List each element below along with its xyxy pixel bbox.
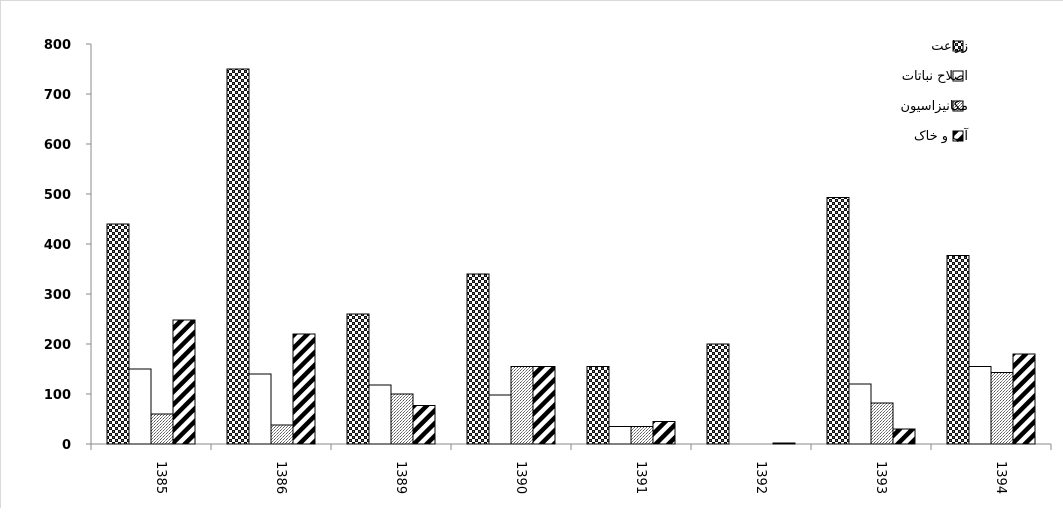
bar-dots-1391 — [631, 427, 653, 445]
bar-white-1390 — [489, 395, 511, 444]
y-tick-label: 700 — [44, 88, 71, 103]
y-tick-label: 100 — [44, 388, 71, 403]
legend: زراعت اصلاح نباتات مکانیزاسیون آب و خاک — [900, 39, 969, 144]
bar-dots-1393 — [871, 403, 893, 444]
bar-diagonal-1392 — [773, 443, 795, 444]
x-tick-label: 1390 — [513, 461, 528, 494]
y-tick-label: 400 — [44, 238, 71, 253]
y-tick-label: 300 — [44, 288, 71, 303]
y-tick-label: 0 — [62, 438, 71, 453]
bar-checker-1389 — [347, 314, 369, 444]
bar-diagonal-1386 — [293, 334, 315, 444]
legend-label: اصلاح نباتات — [902, 69, 968, 84]
bar-dots-1386 — [271, 425, 293, 444]
bar-white-1394 — [969, 367, 991, 445]
y-tick-label: 200 — [44, 338, 71, 353]
legend-label: زراعت — [931, 39, 968, 54]
bar-checker-1386 — [227, 69, 249, 444]
bar-diagonal-1385 — [173, 320, 195, 444]
bar-dots-1390 — [511, 367, 533, 445]
x-tick-label: 1394 — [993, 461, 1008, 494]
bar-checker-1385 — [107, 224, 129, 444]
bar-checker-1391 — [587, 367, 609, 445]
bar-checker-1393 — [827, 198, 849, 445]
bar-diagonal-1393 — [893, 429, 915, 444]
bar-white-1385 — [129, 369, 151, 444]
bar-diagonal-1391 — [653, 422, 675, 445]
x-tick-label: 1386 — [273, 461, 288, 494]
bar-white-1393 — [849, 384, 871, 444]
bar-diagonal-1390 — [533, 367, 555, 445]
bar-white-1391 — [609, 427, 631, 445]
bar-diagonal-1389 — [413, 406, 435, 445]
bar-diagonal-1394 — [1013, 354, 1035, 444]
bar-checker-1392 — [707, 344, 729, 444]
bar-checker-1390 — [467, 274, 489, 444]
x-tick-label: 1391 — [633, 461, 648, 494]
x-tick-label: 1392 — [753, 461, 768, 494]
bar-dots-1394 — [991, 373, 1013, 445]
bar-checker-1394 — [947, 256, 969, 445]
bar-dots-1385 — [151, 414, 173, 444]
bars — [107, 69, 1035, 444]
bar-white-1386 — [249, 374, 271, 444]
x-tick-label: 1389 — [393, 461, 408, 494]
bar-white-1389 — [369, 385, 391, 444]
bar-dots-1389 — [391, 394, 413, 444]
x-tick-label: 1385 — [153, 461, 168, 494]
legend-label: مکانیزاسیون — [900, 99, 968, 114]
y-tick-label: 800 — [44, 38, 71, 53]
x-ticks: 1385 1386 1389 1390 1391 1392 1393 1394 — [91, 444, 1051, 494]
y-ticks: 0 100 200 300 400 500 600 700 800 — [44, 38, 91, 453]
x-tick-label: 1393 — [873, 461, 888, 494]
y-tick-label: 600 — [44, 138, 71, 153]
legend-label: آب و خاک — [914, 127, 969, 144]
y-tick-label: 500 — [44, 188, 71, 203]
